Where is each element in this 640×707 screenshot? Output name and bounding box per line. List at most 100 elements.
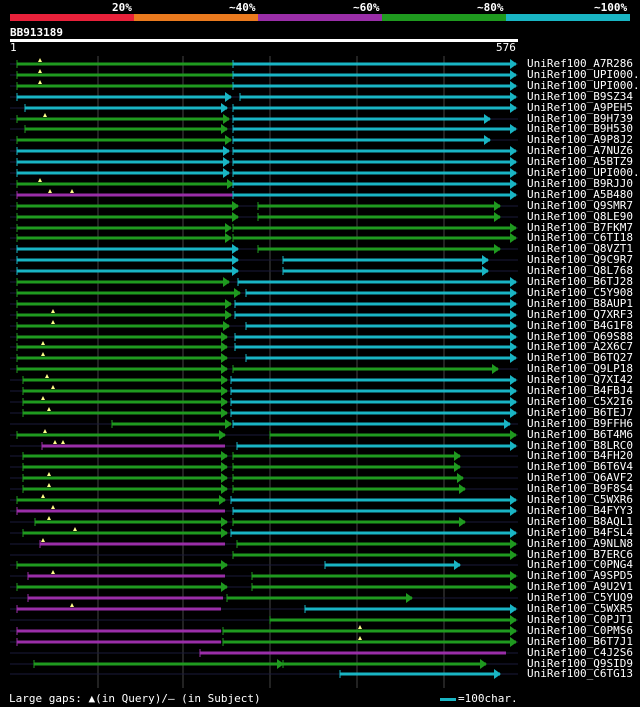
hit-label[interactable]: UniRef100_B6TJ28: [527, 275, 633, 288]
hit-label[interactable]: UniRef100_C5X2I6: [527, 395, 633, 408]
hit-label[interactable]: UniRef100_C0PJT1: [527, 613, 633, 626]
hsp-arrowhead: [221, 342, 228, 352]
hit-label[interactable]: UniRef100_C6TI18: [527, 231, 633, 244]
hit-label[interactable]: UniRef100_C0PNG4: [527, 558, 633, 571]
hit-label[interactable]: UniRef100_A9SPD5: [527, 569, 633, 582]
hsp-arrowhead: [494, 244, 501, 254]
hit-label[interactable]: UniRef100_B7FKM7: [527, 221, 633, 234]
large-gaps-legend: Large gaps: ▲(in Query)/– (in Subject): [9, 692, 261, 705]
hit-label[interactable]: UniRef100_A9PEH5: [527, 101, 633, 114]
hit-label[interactable]: UniRef100_B4FSL4: [527, 526, 633, 539]
hit-label[interactable]: UniRef100_B6TQ27: [527, 351, 633, 364]
hit-label[interactable]: UniRef100_B6TEJ7: [527, 406, 633, 419]
hsp-arrowhead: [459, 484, 466, 494]
hit-label[interactable]: UniRef100_Q6AVF2: [527, 471, 633, 484]
identity-color-legend: [10, 14, 630, 21]
query-gap-marker: [41, 341, 45, 345]
hsp-arrowhead: [225, 310, 232, 320]
query-gap-marker: [41, 352, 45, 356]
hsp-arrowhead: [406, 593, 413, 603]
hit-label[interactable]: UniRef100_UPI000...: [527, 79, 640, 92]
hsp-arrowhead: [221, 517, 228, 527]
hit-label[interactable]: UniRef100_B9H530: [527, 122, 633, 135]
hit-label[interactable]: UniRef100_C5YUQ9: [527, 591, 633, 604]
hit-label[interactable]: UniRef100_UPI000...: [527, 68, 640, 81]
hsp-arrowhead: [494, 669, 501, 679]
hit-label[interactable]: UniRef100_C0PMS6: [527, 624, 633, 637]
hsp-arrowhead: [232, 201, 239, 211]
query-gap-marker: [38, 80, 42, 84]
hit-label[interactable]: UniRef100_B6T6V4: [527, 460, 633, 473]
hsp-arrowhead: [223, 321, 230, 331]
hit-label[interactable]: UniRef100_C5WXR6: [527, 493, 633, 506]
hit-label[interactable]: UniRef100_B9H739: [527, 112, 633, 125]
hit-label[interactable]: UniRef100_C5Y908: [527, 286, 633, 299]
legend-label-80: ~80%: [477, 1, 504, 14]
hit-label[interactable]: UniRef100_A9NLN8: [527, 537, 633, 550]
hit-label[interactable]: UniRef100_B8AUP1: [527, 297, 633, 310]
hit-label[interactable]: UniRef100_Q69S88: [527, 330, 633, 343]
hit-label[interactable]: UniRef100_B9FFH6: [527, 417, 633, 430]
hit-label[interactable]: UniRef100_B8AQL1: [527, 515, 633, 528]
hit-label[interactable]: UniRef100_Q8L768: [527, 264, 633, 277]
hit-label[interactable]: UniRef100_Q9C9R7: [527, 253, 633, 266]
hit-label[interactable]: UniRef100_Q9SID9: [527, 657, 633, 670]
hit-label[interactable]: UniRef100_C4J2S6: [527, 646, 633, 659]
hit-label[interactable]: UniRef100_A7NUZ6: [527, 144, 633, 157]
hit-label[interactable]: UniRef100_B6T7J1: [527, 635, 633, 648]
hsp-arrowhead: [510, 332, 517, 342]
scale-text: =100char.: [458, 692, 518, 705]
hit-label[interactable]: UniRef100_A9U2V1: [527, 580, 633, 593]
hit-label[interactable]: UniRef100_A5B480: [527, 188, 633, 201]
hsp-arrowhead: [219, 495, 226, 505]
hit-label[interactable]: UniRef100_C5WXR5: [527, 602, 633, 615]
hit-label[interactable]: UniRef100_UPI000...: [527, 166, 640, 179]
hsp-arrowhead: [510, 604, 517, 614]
query-gap-marker: [61, 440, 65, 444]
query-bar: [10, 39, 518, 42]
hsp-arrowhead: [234, 288, 241, 298]
hit-label[interactable]: UniRef100_A2X6C7: [527, 340, 633, 353]
hit-label[interactable]: UniRef100_A5BTZ9: [527, 155, 633, 168]
hsp-arrowhead: [219, 430, 226, 440]
hit-label[interactable]: UniRef100_B7ERC6: [527, 548, 633, 561]
hit-label[interactable]: UniRef100_Q7XRF3: [527, 308, 633, 321]
hsp-arrowhead: [510, 70, 517, 80]
hit-label[interactable]: UniRef100_B8LRC0: [527, 439, 633, 452]
hit-label[interactable]: UniRef100_B4FBJ4: [527, 384, 633, 397]
hsp-arrowhead: [221, 375, 228, 385]
hit-label[interactable]: UniRef100_Q9LP18: [527, 362, 633, 375]
hsp-arrowhead: [225, 233, 232, 243]
hit-label[interactable]: UniRef100_C6TG13: [527, 667, 633, 680]
hit-label[interactable]: UniRef100_A7R286: [527, 57, 633, 70]
hsp-arrowhead: [510, 528, 517, 538]
hsp-arrowhead: [510, 168, 517, 178]
hsp-arrowhead: [510, 81, 517, 91]
hsp-arrowhead: [494, 201, 501, 211]
hsp-arrowhead: [510, 397, 517, 407]
hit-label[interactable]: UniRef100_B4G1F8: [527, 319, 633, 332]
hsp-arrowhead: [510, 615, 517, 625]
hit-label[interactable]: UniRef100_B4FYY3: [527, 504, 633, 517]
hit-label[interactable]: UniRef100_Q9SMR7: [527, 199, 633, 212]
hsp-arrowhead: [510, 310, 517, 320]
hit-label[interactable]: UniRef100_A9P8J2: [527, 133, 633, 146]
hit-label[interactable]: UniRef100_B9F8S4: [527, 482, 633, 495]
hsp-arrowhead: [510, 223, 517, 233]
query-gap-marker: [38, 69, 42, 73]
hit-label[interactable]: UniRef100_B9SZ34: [527, 90, 633, 103]
hsp-arrowhead: [221, 462, 228, 472]
query-gap-marker: [41, 494, 45, 498]
hsp-arrowhead: [510, 342, 517, 352]
hit-label[interactable]: UniRef100_Q8VZT1: [527, 242, 633, 255]
hsp-arrowhead: [510, 233, 517, 243]
hit-label[interactable]: UniRef100_B9RJJ0: [527, 177, 633, 190]
hsp-arrowhead: [454, 560, 461, 570]
hit-label[interactable]: UniRef100_Q7XI42: [527, 373, 633, 386]
hit-label[interactable]: UniRef100_Q8LE90: [527, 210, 633, 223]
hit-label[interactable]: UniRef100_B4FH20: [527, 449, 633, 462]
hsp-arrowhead: [510, 582, 517, 592]
legend-label-20: 20%: [112, 1, 132, 14]
hit-label[interactable]: UniRef100_B6T4M6: [527, 428, 633, 441]
